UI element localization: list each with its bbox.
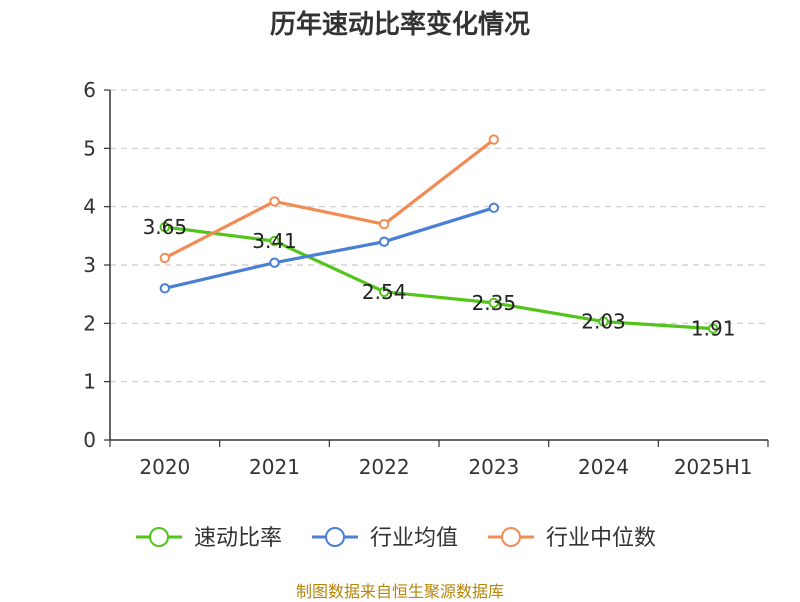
series-line-0: [164, 225, 714, 331]
y-tick-label: 6: [83, 78, 96, 102]
series-group: [159, 134, 719, 334]
data-label: 2.35: [472, 291, 517, 315]
data-point: [159, 283, 171, 294]
x-tick-label: 2025H1: [674, 455, 753, 479]
data-point: [598, 316, 609, 327]
legend-swatch-marker: [325, 527, 345, 547]
y-tick-label: 2: [83, 311, 96, 335]
data-point: [269, 257, 280, 268]
data-label: 2.54: [362, 280, 407, 304]
data-point: [488, 134, 500, 145]
data-point: [488, 297, 500, 309]
legend-swatch-marker: [501, 527, 521, 547]
x-tick-label: 2024: [578, 455, 629, 479]
y-tick-label: 0: [83, 428, 96, 452]
data-point: [378, 236, 390, 247]
legend-label: 速动比率: [194, 526, 282, 551]
data-point: [269, 235, 280, 247]
data-label: 2.03: [581, 310, 626, 334]
data-point: [269, 196, 280, 207]
data-point: [159, 221, 171, 233]
x-tick-label: 2023: [468, 455, 519, 479]
y-tick-label: 5: [83, 136, 96, 160]
source-note: 制图数据来自恒生聚源数据库: [295, 582, 504, 601]
data-label: 1.91: [691, 317, 736, 341]
x-tick-label: 2020: [139, 455, 190, 479]
y-tick-label: 3: [83, 253, 96, 277]
series-line-1: [164, 206, 495, 290]
legend: 速动比率 行业均值 行业中位数: [136, 526, 656, 551]
x-tick-label: 2021: [249, 455, 300, 479]
y-tick-label: 4: [83, 195, 96, 219]
legend-swatch-marker: [149, 527, 169, 547]
axes: 0 1 2 3 4 5 6 2020 2021 2022 2023 2024 2025H1: [83, 78, 769, 479]
chart-title: 历年速动比率变化情况: [269, 10, 530, 40]
data-point: [159, 252, 171, 264]
y-tick-label: 1: [83, 370, 96, 394]
data-point: [378, 286, 390, 298]
data-point: [378, 218, 390, 230]
data-point: [707, 323, 719, 334]
x-tick-label: 2022: [359, 455, 410, 479]
legend-label: 行业中位数: [546, 526, 656, 551]
data-point: [488, 202, 500, 214]
data-labels: 3.65 3.41 2.54 2.35 2.03 1.91: [143, 215, 736, 341]
data-label: 3.41: [252, 229, 297, 253]
legend-label: 行业均值: [370, 526, 458, 551]
data-label: 3.65: [143, 215, 188, 239]
series-line-2: [164, 138, 495, 260]
